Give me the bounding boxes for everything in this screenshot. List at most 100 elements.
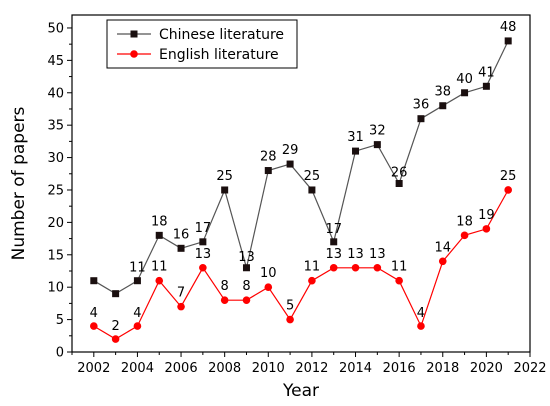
x-tick-label: 2008 xyxy=(208,361,241,376)
data-point xyxy=(90,277,98,285)
data-label: 4 xyxy=(133,306,141,321)
legend-marker xyxy=(130,50,138,58)
data-point xyxy=(329,263,338,272)
data-point xyxy=(460,231,469,240)
data-point xyxy=(504,186,512,194)
data-label: 13 xyxy=(325,247,342,262)
series-chinese xyxy=(90,37,512,298)
data-point xyxy=(264,283,273,291)
data-point xyxy=(199,238,207,246)
data-point xyxy=(220,296,229,304)
x-tick-label: 2014 xyxy=(339,361,372,376)
data-point xyxy=(482,225,491,233)
data-label: 11 xyxy=(391,260,408,275)
data-label: 31 xyxy=(347,130,364,145)
y-tick-label: 45 xyxy=(47,54,64,69)
data-label: 25 xyxy=(304,169,321,184)
x-tick-label: 2018 xyxy=(426,361,459,376)
y-tick-label: 50 xyxy=(47,21,64,36)
data-label: 38 xyxy=(434,85,451,100)
data-point xyxy=(286,160,294,168)
legend-label: English literature xyxy=(159,47,279,63)
y-tick-label: 5 xyxy=(56,313,64,328)
data-label: 13 xyxy=(195,247,212,262)
series-line xyxy=(93,40,509,295)
x-tick-label: 2016 xyxy=(383,361,416,376)
data-point xyxy=(482,82,490,90)
series-english xyxy=(90,186,512,343)
data-point xyxy=(242,264,250,272)
data-point xyxy=(133,277,141,285)
y-tick-label: 15 xyxy=(47,248,64,263)
data-label: 4 xyxy=(90,306,98,321)
data-point xyxy=(133,322,142,330)
x-tick-label: 2010 xyxy=(252,361,285,376)
plot-frame xyxy=(71,14,531,353)
data-point xyxy=(112,290,120,298)
data-label: 5 xyxy=(286,299,294,314)
data-label: 2 xyxy=(111,319,119,334)
x-tick-label: 2006 xyxy=(165,361,198,376)
data-point xyxy=(177,302,185,311)
data-point xyxy=(330,238,338,246)
data-label: 13 xyxy=(369,247,386,262)
data-point xyxy=(177,244,185,252)
data-label: 25 xyxy=(500,169,517,184)
legend-marker xyxy=(130,30,138,38)
y-tick-label: 20 xyxy=(47,216,64,231)
data-point xyxy=(264,167,272,175)
data-label: 11 xyxy=(129,261,146,276)
data-label: 48 xyxy=(500,20,517,35)
data-point xyxy=(373,141,381,149)
data-point xyxy=(504,37,512,45)
data-label: 41 xyxy=(478,65,495,80)
data-point xyxy=(352,147,360,155)
data-point xyxy=(417,115,425,123)
x-tick-label: 2004 xyxy=(121,361,154,376)
data-label: 26 xyxy=(391,166,408,181)
data-point xyxy=(351,263,360,272)
data-label: 18 xyxy=(456,214,473,229)
data-point xyxy=(308,186,316,194)
chart-series xyxy=(90,37,512,343)
data-label: 17 xyxy=(195,221,212,236)
data-point xyxy=(155,276,164,285)
y-tick-label: 10 xyxy=(47,281,64,296)
y-tick-label: 40 xyxy=(47,86,64,101)
data-label: 28 xyxy=(260,150,277,165)
data-point xyxy=(461,89,469,97)
data-point xyxy=(242,296,251,304)
data-point xyxy=(199,263,207,272)
data-label: 10 xyxy=(260,266,277,281)
data-label: 16 xyxy=(173,227,190,242)
data-label: 18 xyxy=(151,214,168,229)
data-label: 14 xyxy=(434,240,451,255)
data-label: 19 xyxy=(478,208,495,223)
data-label: 8 xyxy=(221,279,229,294)
y-tick-label: 30 xyxy=(47,151,64,166)
data-point xyxy=(286,315,294,324)
data-point xyxy=(395,276,403,285)
data-label: 29 xyxy=(282,143,299,158)
chart-legend: Chinese literature English literature xyxy=(106,19,298,69)
data-label: 11 xyxy=(151,260,168,275)
data-label: 8 xyxy=(242,279,250,294)
data-point xyxy=(308,276,316,285)
x-tick-label: 2020 xyxy=(470,361,503,376)
data-label: 32 xyxy=(369,124,386,139)
x-tick-label: 2022 xyxy=(513,361,546,376)
data-label: 4 xyxy=(417,306,425,321)
data-point xyxy=(395,180,403,187)
series-line xyxy=(93,189,509,340)
x-tick-label: 2002 xyxy=(77,361,110,376)
legend-box xyxy=(106,19,298,69)
chart-axes: 2002 2004 2006 2008 2010 2012 2014 2016 2018 2020… xyxy=(47,14,547,376)
data-point xyxy=(439,102,447,110)
data-label: 11 xyxy=(304,260,321,275)
data-label: 25 xyxy=(216,169,233,184)
y-tick-label: 35 xyxy=(47,119,64,134)
data-label: 36 xyxy=(413,98,430,113)
data-point xyxy=(221,186,229,194)
